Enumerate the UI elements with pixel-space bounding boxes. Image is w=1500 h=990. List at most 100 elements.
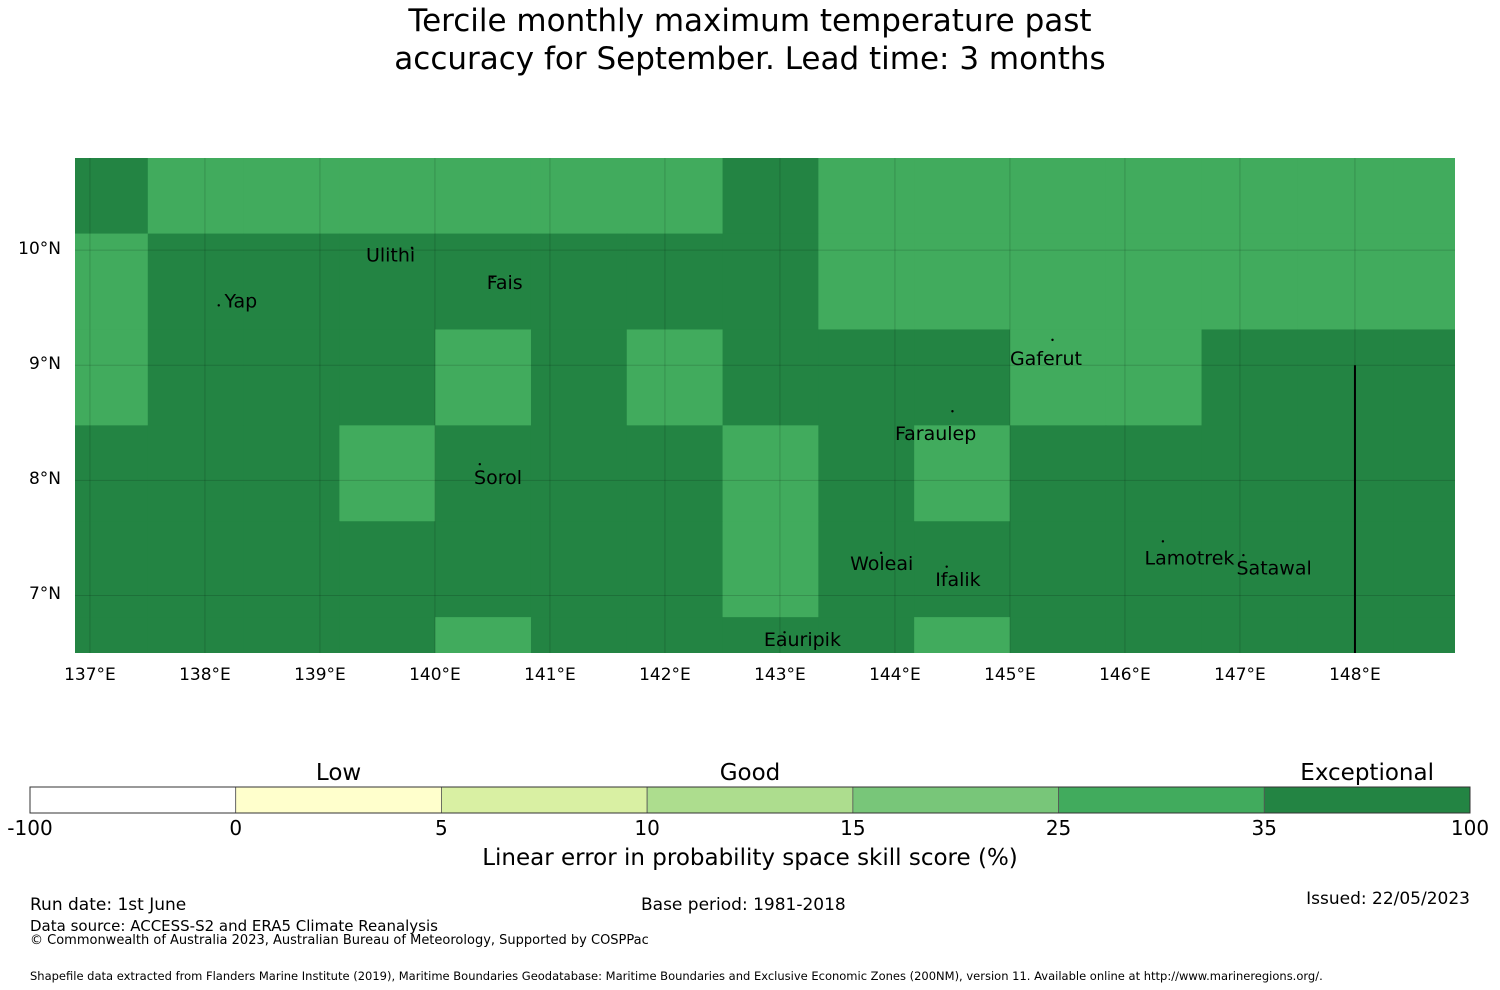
grid-cell (147, 617, 245, 653)
grid-cell (1105, 233, 1203, 330)
grid-cell (1297, 521, 1394, 618)
island-label: Sorol (474, 467, 522, 489)
grid-cell (1105, 521, 1203, 618)
grid-cell (1393, 425, 1455, 522)
grid-cell (1201, 617, 1298, 653)
island-marker (1161, 540, 1165, 543)
colorbar-category: Low (315, 760, 362, 786)
grid-cell (243, 425, 340, 522)
lon-tick-label: 144°E (869, 665, 921, 685)
island-marker (1051, 338, 1054, 342)
grid-cell (818, 329, 915, 426)
grid-cell (1009, 425, 1107, 522)
lat-tick-label: 8°N (28, 469, 61, 490)
lon-tick-label: 143°E (754, 665, 806, 685)
grid-cell (75, 425, 149, 522)
grid-cell (1393, 521, 1455, 618)
lon-tick-label: 142°E (639, 665, 691, 685)
grid-cell (626, 158, 724, 235)
lon-tick-label: 140°E (409, 665, 461, 685)
grid-cell (147, 425, 245, 522)
grid-cell (1393, 158, 1455, 235)
base-period: Base period: 1981-2018 (641, 895, 846, 915)
grid-cell (914, 233, 1011, 330)
grid-cell (75, 329, 149, 426)
grid-cell (1201, 425, 1298, 522)
grid-cell (1201, 329, 1298, 426)
island-marker (951, 410, 954, 413)
grid-cell (626, 329, 724, 426)
island-label: Ulithi (366, 245, 415, 267)
grid-cell (435, 521, 532, 618)
grid-cell (75, 521, 149, 618)
grid-cell (243, 329, 340, 426)
colorbar-tick: 5 (435, 816, 448, 840)
colorbar-category: Good (719, 760, 781, 786)
grid-cell (1105, 329, 1203, 426)
grid-cell (147, 521, 245, 618)
colorbar-tick: 35 (1251, 816, 1278, 840)
grid-cell (1297, 617, 1394, 653)
lat-tick-label: 7°N (28, 584, 61, 605)
island-label: Gaferut (1010, 348, 1082, 370)
shapefile-credit: Shapefile data extracted from Flanders M… (30, 969, 1323, 983)
island-label: Eauripik (764, 629, 841, 651)
island-marker (879, 551, 883, 555)
grid-cell (914, 617, 1011, 653)
island-marker (478, 463, 481, 466)
grid-cells (52, 158, 1489, 990)
island-marker (1242, 553, 1245, 557)
grid-cell (1009, 521, 1107, 618)
colorbar-tick: 0 (229, 816, 243, 840)
grid-cell (1201, 233, 1298, 330)
grid-cell (530, 521, 628, 618)
grid-cell (530, 158, 628, 235)
island-marker (410, 246, 414, 249)
grid-cell (52, 713, 148, 809)
grid-cell (147, 158, 245, 235)
grid-cell (1201, 158, 1298, 235)
lat-tick-label: 9°N (28, 354, 61, 375)
grid-cell (435, 425, 532, 522)
colorbar-tick: -100 (7, 816, 53, 840)
grid-cell (914, 425, 1011, 522)
grid-cell (1393, 617, 1455, 653)
lon-tick-label: 138°E (179, 665, 231, 685)
grid-cell (75, 233, 149, 330)
grid-cell (339, 233, 436, 330)
grid-cell (435, 713, 531, 809)
grid-cell (914, 713, 1010, 809)
grid-cell (339, 521, 436, 618)
grid-cell (147, 233, 245, 330)
grid-cell (1393, 329, 1455, 426)
grid-cell (1105, 617, 1203, 653)
grid-cell (1009, 158, 1107, 235)
lon-tick-label: 148°E (1329, 665, 1381, 685)
island-label: Yap (224, 291, 258, 313)
copyright: © Commonwealth of Australia 2023, Austra… (30, 933, 649, 948)
island-label: Woleai (850, 553, 913, 575)
grid-cell (1202, 713, 1298, 809)
grid-cell (243, 617, 340, 653)
grid-cell (435, 158, 532, 235)
grid-cell (818, 713, 914, 809)
grid-cell (818, 425, 915, 522)
grid-cell (722, 425, 819, 522)
grid-cell (1393, 905, 1489, 990)
grid-cell (75, 617, 149, 653)
grid-cell (722, 521, 819, 618)
grid-cell (1009, 233, 1107, 330)
colorbar-tick: 100 (1450, 816, 1490, 840)
grid-cell (339, 329, 436, 426)
island-marker (945, 565, 948, 568)
grid-cell (626, 233, 724, 330)
colorbar-tick: 25 (1045, 816, 1072, 840)
grid-cell (914, 329, 1011, 426)
grid-cell (818, 158, 915, 235)
chart-title-line-2: accuracy for September. Lead time: 3 mon… (394, 41, 1106, 77)
colorbar-category: Exceptional (1300, 760, 1434, 786)
grid-cell (1105, 425, 1203, 522)
grid-cell (530, 617, 628, 653)
lon-tick-label: 147°E (1214, 665, 1266, 685)
